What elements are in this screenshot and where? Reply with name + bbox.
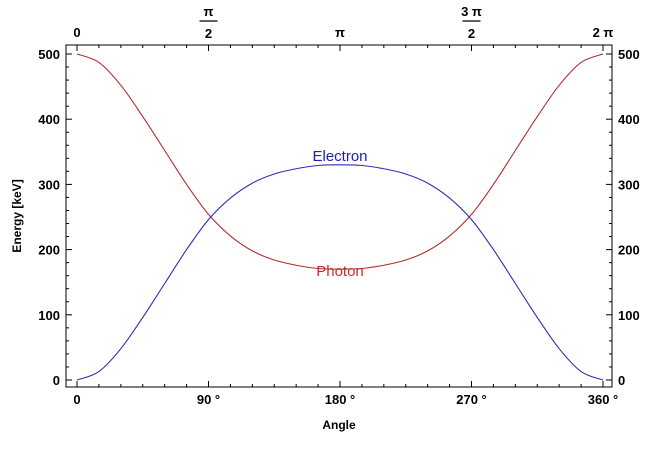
y-tick-label-left: 200 (38, 243, 60, 258)
y-tick-label-left: 500 (38, 47, 60, 62)
series-label-photon: Photon (316, 263, 364, 280)
y-tick-label-right: 200 (618, 243, 640, 258)
y-tick-label-left: 400 (38, 112, 60, 127)
series-line-photon (76, 53, 604, 270)
x-tick-label-top-denominator: 2 (468, 26, 475, 41)
y-tick-label-right: 100 (618, 308, 640, 323)
x-tick-label-top: 0 (73, 25, 80, 40)
x-axis-title: Angle (322, 418, 356, 432)
y-tick-label-right: 500 (618, 47, 640, 62)
x-tick-label-bottom: 90 ° (197, 392, 220, 407)
x-tick-label-top-numerator: π (204, 4, 214, 19)
series-line-electron (76, 164, 604, 381)
x-tick-label-top-numerator: 3 π (461, 4, 482, 19)
y-tick-label-right: 400 (618, 112, 640, 127)
x-tick-label-bottom: 180 ° (325, 392, 356, 407)
plot-frame (65, 44, 613, 388)
y-tick-label-right: 300 (618, 177, 640, 192)
x-tick-label-bottom: 0 (73, 392, 80, 407)
x-tick-label-top-denominator: 2 (205, 26, 212, 41)
y-tick-label-left: 0 (53, 373, 60, 388)
series-label-electron: Electron (312, 148, 367, 165)
y-axis-title: Energy [keV] (10, 179, 24, 252)
y-tick-label-left: 300 (38, 177, 60, 192)
x-tick-label-top: π (335, 25, 345, 40)
x-tick-label-bottom: 360 ° (588, 392, 619, 407)
x-tick-label-top: 2 π (593, 25, 614, 40)
x-tick-label-bottom: 270 ° (456, 392, 487, 407)
y-tick-label-right: 0 (618, 373, 625, 388)
y-tick-label-left: 100 (38, 308, 60, 323)
